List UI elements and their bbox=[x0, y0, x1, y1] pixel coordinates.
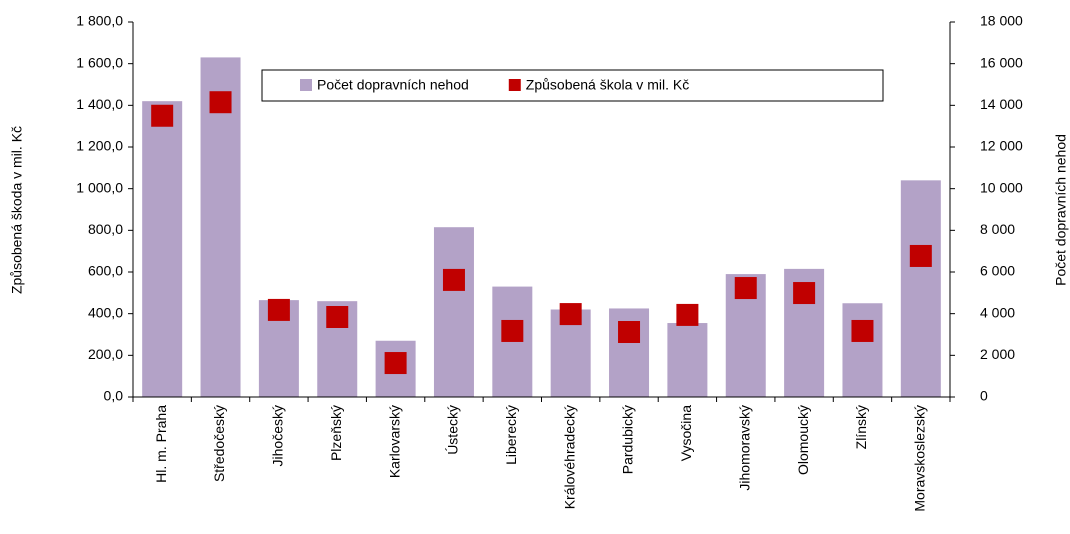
marker bbox=[209, 91, 232, 114]
y2-tick-label: 4 000 bbox=[980, 304, 1015, 320]
x-tick-label: Pardubický bbox=[620, 405, 636, 474]
bar bbox=[433, 227, 474, 397]
x-tick-label: Liberecký bbox=[503, 405, 519, 465]
marker bbox=[851, 319, 874, 342]
y2-tick-label: 6 000 bbox=[980, 263, 1015, 279]
x-tick-label: Jihomoravský bbox=[736, 405, 752, 491]
x-tick-label: Hl. m. Praha bbox=[153, 405, 169, 483]
y-tick-label: 1 800,0 bbox=[76, 13, 123, 29]
x-tick-label: Karlovarský bbox=[386, 405, 402, 478]
y-tick-label: 600,0 bbox=[88, 263, 123, 279]
marker bbox=[326, 306, 349, 328]
marker bbox=[734, 277, 757, 300]
legend-box bbox=[261, 69, 884, 102]
y-tick-label: 1 600,0 bbox=[76, 54, 123, 70]
y-tick-label: 400,0 bbox=[88, 304, 123, 320]
y-tick-label: 0,0 bbox=[104, 388, 124, 404]
y-tick-label: 1 400,0 bbox=[76, 96, 123, 112]
marker bbox=[909, 244, 932, 267]
marker bbox=[501, 319, 524, 342]
y-tick-label: 200,0 bbox=[88, 346, 123, 362]
legend-label: Způsobená škola v mil. Kč bbox=[526, 77, 689, 93]
y2-tick-label: 0 bbox=[980, 388, 988, 404]
bar bbox=[900, 180, 941, 397]
y-tick-label: 1 000,0 bbox=[76, 179, 123, 195]
y-tick-label: 1 200,0 bbox=[76, 138, 123, 154]
bar bbox=[842, 303, 883, 397]
marker bbox=[793, 282, 816, 305]
x-tick-label: Moravskoslezský bbox=[912, 405, 928, 512]
bar bbox=[667, 323, 708, 397]
y2-tick-label: 12 000 bbox=[980, 138, 1023, 154]
bar bbox=[200, 57, 241, 398]
x-tick-label: Plzeňský bbox=[328, 405, 344, 461]
marker bbox=[559, 303, 582, 326]
x-tick-label: Ústecký bbox=[445, 405, 461, 455]
marker bbox=[267, 298, 290, 321]
y2-tick-label: 16 000 bbox=[980, 54, 1023, 70]
x-tick-label: Zlínský bbox=[853, 405, 869, 449]
y-axis-label: Způsobená škoda v mil. Kč bbox=[9, 126, 25, 294]
marker bbox=[676, 303, 699, 326]
marker bbox=[384, 352, 407, 375]
legend-swatch bbox=[300, 79, 312, 91]
y2-axis-label: Počet dopravních nehod bbox=[1053, 134, 1069, 286]
x-tick-label: Středočeský bbox=[211, 405, 227, 482]
legend-swatch bbox=[508, 79, 521, 91]
y2-tick-label: 2 000 bbox=[980, 346, 1015, 362]
bar bbox=[142, 101, 183, 398]
marker bbox=[151, 104, 174, 127]
x-tick-label: Olomoucký bbox=[795, 405, 811, 475]
x-tick-label: Jihočeský bbox=[270, 405, 286, 466]
x-tick-label: Královéhradecký bbox=[561, 405, 577, 509]
y2-tick-label: 14 000 bbox=[980, 96, 1023, 112]
marker bbox=[442, 268, 465, 291]
y-tick-label: 800,0 bbox=[88, 221, 123, 237]
y2-tick-label: 10 000 bbox=[980, 179, 1023, 195]
y2-tick-label: 18 000 bbox=[980, 13, 1023, 29]
x-tick-label: Vysočina bbox=[678, 405, 694, 462]
marker bbox=[618, 321, 641, 343]
legend-label: Počet dopravních nehod bbox=[317, 77, 469, 93]
y2-tick-label: 8 000 bbox=[980, 221, 1015, 237]
